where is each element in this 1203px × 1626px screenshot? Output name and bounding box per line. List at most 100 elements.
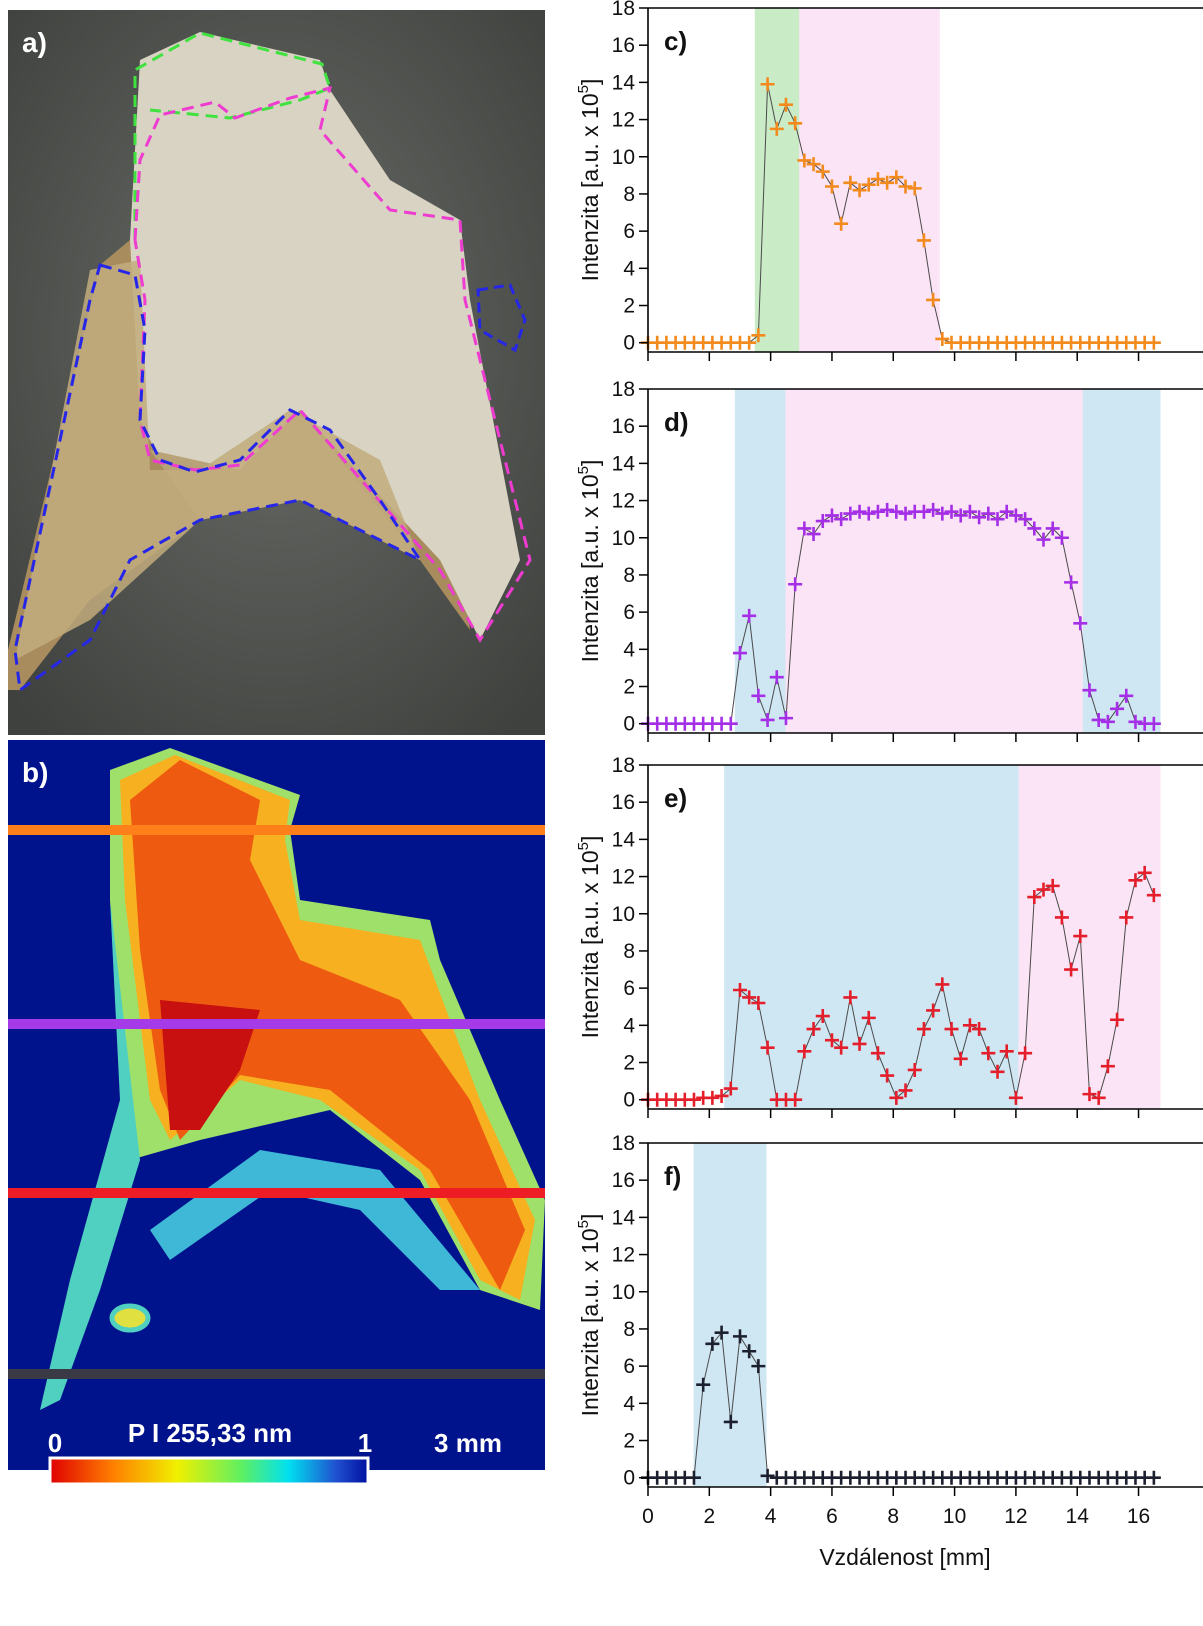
data-line	[648, 871, 1155, 1101]
x-tick-label: 4	[765, 1505, 777, 1528]
data-marker	[1018, 1046, 1033, 1061]
highlight-region	[1018, 764, 1161, 1110]
panel-label: f)	[664, 1161, 681, 1191]
data-marker	[972, 1022, 987, 1037]
y-axis-label-exponent: 5	[575, 466, 592, 474]
y-axis-label-end: ]	[577, 1214, 603, 1220]
data-marker	[769, 121, 784, 136]
data-marker	[806, 1022, 821, 1037]
y-tick-label: 18	[612, 1132, 635, 1155]
data-marker	[834, 216, 849, 231]
y-tick-label: 8	[623, 940, 635, 963]
data-marker	[1054, 910, 1069, 925]
highlight-region	[754, 7, 801, 353]
data-marker	[852, 504, 867, 519]
data-marker	[1064, 962, 1079, 977]
data-marker	[1128, 873, 1143, 888]
data-marker	[926, 502, 941, 517]
data-marker	[999, 504, 1014, 519]
y-tick-label: 2	[623, 295, 635, 318]
data-marker	[824, 508, 839, 523]
data-marker	[1110, 701, 1125, 716]
data-marker	[760, 77, 775, 92]
x-tick-label: 6	[826, 1505, 838, 1528]
data-marker	[1110, 1012, 1125, 1027]
data-marker	[824, 179, 839, 194]
y-tick-label: 10	[612, 527, 635, 550]
x-tick-label: 14	[1066, 1505, 1090, 1528]
colorbar-max: 1	[358, 1428, 372, 1458]
data-marker	[999, 1044, 1014, 1059]
data-marker	[834, 512, 849, 527]
data-marker	[1091, 712, 1106, 727]
data-marker	[916, 504, 931, 519]
y-tick-label: 18	[612, 0, 635, 20]
data-marker	[714, 1325, 729, 1340]
data-marker	[916, 233, 931, 248]
y-axis-label-end: ]	[577, 79, 603, 85]
data-marker	[962, 504, 977, 519]
data-marker	[990, 512, 1005, 527]
data-marker	[751, 1359, 766, 1374]
data-marker	[1045, 878, 1060, 893]
y-tick-label: 2	[623, 1430, 635, 1453]
photo-panel: a)	[8, 10, 545, 735]
highlight-region	[693, 1142, 767, 1488]
data-marker	[797, 1044, 812, 1059]
data-marker	[742, 335, 757, 350]
data-marker	[843, 506, 858, 521]
data-marker	[870, 504, 885, 519]
y-axis-label: Intenzita [a.u. x 105]	[575, 79, 603, 282]
data-marker	[944, 504, 959, 519]
y-tick-label: 16	[612, 34, 635, 57]
data-marker	[944, 1022, 959, 1037]
data-marker	[760, 712, 775, 727]
data-marker	[806, 527, 821, 542]
data-marker	[1119, 910, 1134, 925]
data-marker	[843, 175, 858, 190]
data-marker	[1119, 688, 1134, 703]
data-marker	[723, 1414, 738, 1429]
data-marker	[861, 1010, 876, 1025]
y-tick-label: 16	[612, 415, 635, 438]
data-marker	[714, 1088, 729, 1103]
data-marker	[889, 504, 904, 519]
data-marker	[723, 716, 738, 731]
panel-label: d)	[664, 407, 689, 437]
y-axis-label-text: Intenzita [a.u. x 10	[577, 474, 603, 662]
x-tick-label: 8	[887, 1505, 899, 1528]
data-marker	[1082, 1087, 1097, 1102]
data-marker	[880, 502, 895, 517]
data-marker	[723, 1081, 738, 1096]
data-marker	[1027, 890, 1042, 905]
y-tick-label: 0	[623, 332, 635, 355]
y-tick-label: 12	[612, 866, 635, 889]
y-tick-label: 10	[612, 903, 635, 926]
scale-bar-label: 3 mm	[434, 1428, 502, 1458]
data-marker	[797, 521, 812, 536]
data-marker	[1064, 575, 1079, 590]
panel-label: a)	[22, 27, 47, 58]
x-tick-label: 10	[943, 1505, 966, 1528]
y-axis-label-text: Intenzita [a.u. x 10	[577, 1228, 603, 1416]
data-marker	[1008, 508, 1023, 523]
colorbar-min: 0	[48, 1428, 62, 1458]
data-marker	[1146, 335, 1161, 350]
y-tick-label: 16	[612, 1169, 635, 1192]
data-marker	[935, 506, 950, 521]
y-tick-label: 14	[612, 71, 636, 94]
data-marker	[852, 1036, 867, 1051]
data-marker	[778, 711, 793, 726]
data-marker	[742, 1344, 757, 1359]
x-tick-label: 16	[1127, 1505, 1150, 1528]
data-marker	[742, 990, 757, 1005]
data-marker	[898, 179, 913, 194]
panel-label: e)	[664, 783, 687, 813]
y-tick-label: 12	[612, 490, 635, 513]
colorbar-title: P I 255,33 nm	[128, 1418, 292, 1448]
data-marker	[686, 1470, 701, 1485]
data-marker	[870, 172, 885, 187]
data-marker	[880, 175, 895, 190]
data-marker	[1027, 521, 1042, 536]
